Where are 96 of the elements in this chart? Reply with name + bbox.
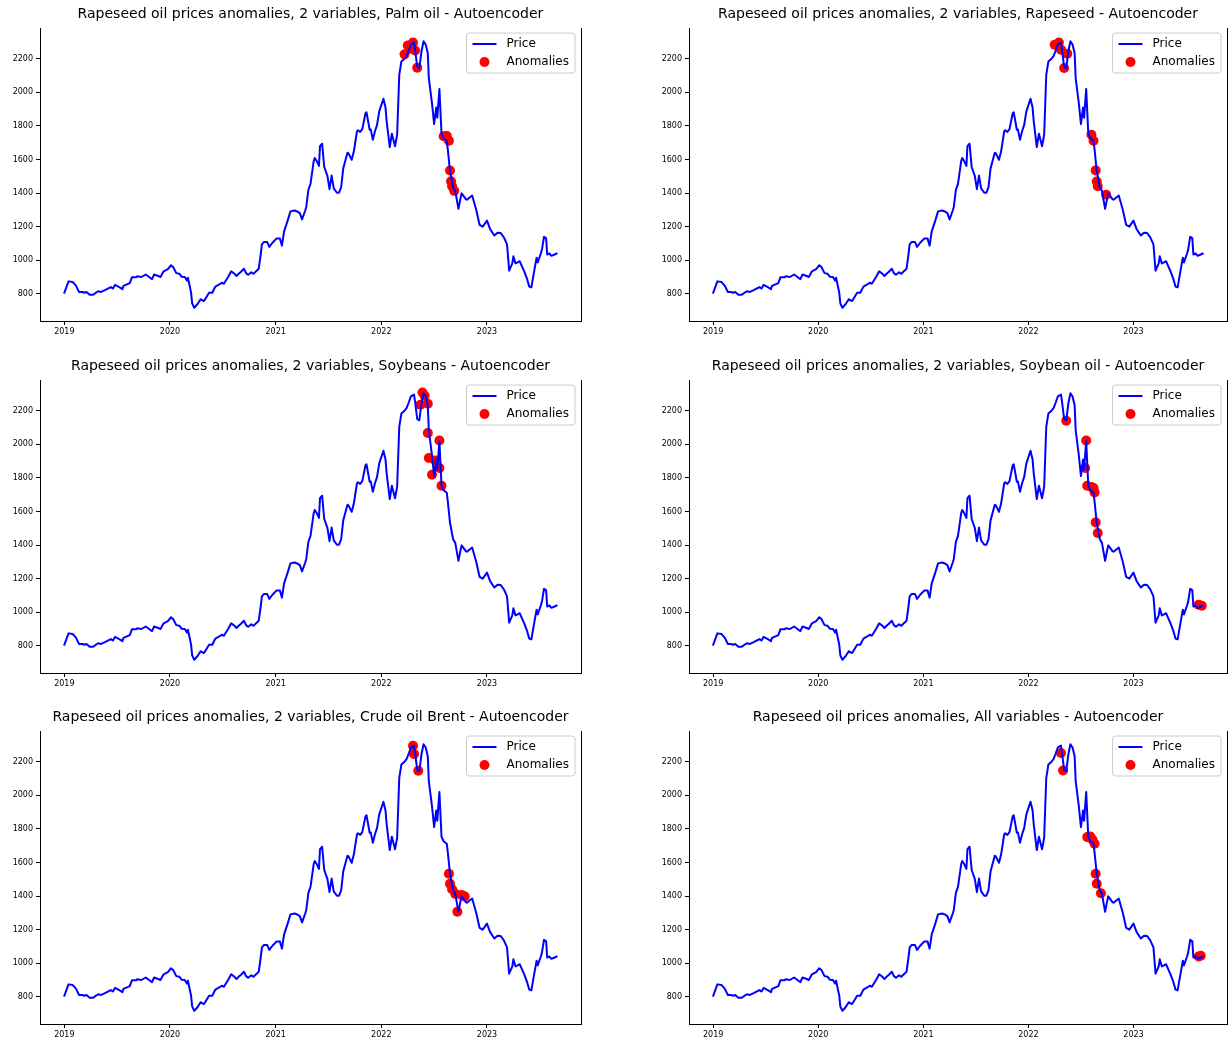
y-tick-label: 1600: [661, 857, 682, 867]
x-tick-label: 2022: [371, 678, 392, 688]
x-tick-label: 2019: [702, 678, 724, 688]
legend-label: Price: [1152, 739, 1182, 754]
legend-label: Price: [506, 36, 536, 51]
x-tick-label: 2023: [476, 326, 498, 336]
y-tick-label: 2200: [661, 53, 682, 63]
legend-label: Price: [1152, 36, 1182, 51]
x-tick-label: 2020: [808, 326, 829, 336]
chart-title: Rapeseed oil prices anomalies, 2 variables, Soybeans - Autoencoder: [70, 356, 551, 373]
y-tick-label: 1800: [12, 823, 33, 833]
x-tick-label: 2022: [371, 326, 392, 336]
y-tick-label: 1800: [661, 472, 682, 482]
y-tick-label: 2200: [12, 53, 33, 63]
legend-label: Price: [506, 739, 536, 754]
y-tick-label: 2000: [12, 790, 33, 800]
x-tick-label: 2022: [1018, 326, 1039, 336]
x-tick-label: 2020: [159, 326, 181, 336]
x-tick-label: 2019: [54, 1029, 75, 1039]
x-tick-label: 2023: [1123, 1029, 1144, 1039]
y-tick-label: 1000: [661, 958, 682, 968]
x-tick-label: 2023: [1123, 326, 1144, 336]
legend-label: Anomalies: [1152, 406, 1216, 421]
x-tick-label: 2019: [54, 326, 75, 336]
x-tick-label: 2020: [808, 678, 829, 688]
y-tick-label: 1600: [661, 154, 682, 164]
x-tick-label: 2023: [476, 678, 498, 688]
y-tick-label: 1400: [12, 891, 33, 901]
y-tick-label: 1800: [12, 120, 33, 130]
y-tick-label: 1600: [12, 857, 33, 867]
x-tick-label: 2019: [702, 326, 724, 336]
legend-label: Price: [506, 388, 536, 403]
y-tick-label: 1000: [12, 255, 33, 265]
x-tick-label: 2023: [1123, 678, 1144, 688]
chart-title: Rapeseed oil prices anomalies, 2 variables, Crude oil Brent - Autoencoder: [52, 707, 569, 724]
x-tick-label: 2020: [159, 1029, 181, 1039]
legend-label: Anomalies: [1152, 54, 1216, 69]
y-tick-label: 1600: [12, 154, 33, 164]
y-tick-label: 800: [666, 640, 682, 650]
x-tick-label: 2021: [913, 326, 934, 336]
legend-label: Anomalies: [506, 54, 570, 69]
legend-label: Anomalies: [1152, 757, 1216, 772]
x-tick-label: 2022: [1018, 1029, 1039, 1039]
y-tick-label: 1800: [12, 472, 33, 482]
y-tick-label: 2000: [661, 790, 682, 800]
y-tick-label: 1000: [661, 607, 682, 617]
x-tick-label: 2021: [913, 1029, 934, 1039]
x-tick-label: 2019: [54, 678, 75, 688]
x-tick-label: 2021: [265, 326, 286, 336]
y-tick-label: 1200: [661, 221, 682, 231]
y-tick-label: 1000: [661, 255, 682, 265]
y-tick-label: 800: [666, 288, 682, 298]
y-tick-label: 2000: [661, 87, 682, 97]
chart-title: Rapeseed oil prices anomalies, 2 variables, Rapeseed - Autoencoder: [718, 4, 1199, 21]
y-tick-label: 1800: [661, 120, 682, 130]
y-tick-label: 1200: [12, 924, 33, 934]
y-tick-label: 2200: [12, 405, 33, 415]
y-tick-label: 800: [666, 991, 682, 1001]
x-tick-label: 2022: [1018, 678, 1039, 688]
y-tick-label: 1600: [661, 506, 682, 516]
y-tick-label: 1000: [12, 958, 33, 968]
y-tick-label: 1200: [12, 573, 33, 583]
y-tick-label: 1200: [12, 221, 33, 231]
legend-label: Anomalies: [506, 406, 570, 421]
y-tick-label: 800: [17, 288, 33, 298]
chart-title: Rapeseed oil prices anomalies, 2 variables, Palm oil - Autoencoder: [77, 4, 544, 21]
y-tick-label: 1400: [12, 188, 33, 198]
y-tick-label: 1000: [12, 607, 33, 617]
y-tick-label: 2200: [12, 756, 33, 766]
y-tick-label: 2200: [661, 405, 682, 415]
y-tick-label: 1400: [12, 540, 33, 550]
x-tick-label: 2021: [265, 1029, 286, 1039]
y-tick-label: 2000: [12, 439, 33, 449]
y-tick-label: 1400: [661, 188, 682, 198]
y-tick-label: 800: [17, 991, 33, 1001]
legend-label: Anomalies: [506, 757, 570, 772]
y-tick-label: 1400: [661, 540, 682, 550]
x-tick-label: 2020: [808, 1029, 829, 1039]
y-tick-label: 2000: [12, 87, 33, 97]
y-tick-label: 1200: [661, 924, 682, 934]
y-tick-label: 1800: [661, 823, 682, 833]
x-tick-label: 2019: [702, 1029, 724, 1039]
y-tick-label: 2000: [661, 439, 682, 449]
y-tick-label: 1200: [661, 573, 682, 583]
y-tick-label: 1400: [661, 891, 682, 901]
x-tick-label: 2020: [159, 678, 181, 688]
y-tick-label: 2200: [661, 756, 682, 766]
chart-title: Rapeseed oil prices anomalies, All variables - Autoencoder: [752, 707, 1164, 724]
x-tick-label: 2023: [476, 1029, 498, 1039]
y-tick-label: 1600: [12, 506, 33, 516]
legend-label: Price: [1152, 388, 1182, 403]
chart-title: Rapeseed oil prices anomalies, 2 variables, Soybean oil - Autoencoder: [711, 356, 1205, 373]
x-tick-label: 2021: [913, 678, 934, 688]
x-tick-label: 2022: [371, 1029, 392, 1039]
y-tick-label: 800: [17, 640, 33, 650]
x-tick-label: 2021: [265, 678, 286, 688]
